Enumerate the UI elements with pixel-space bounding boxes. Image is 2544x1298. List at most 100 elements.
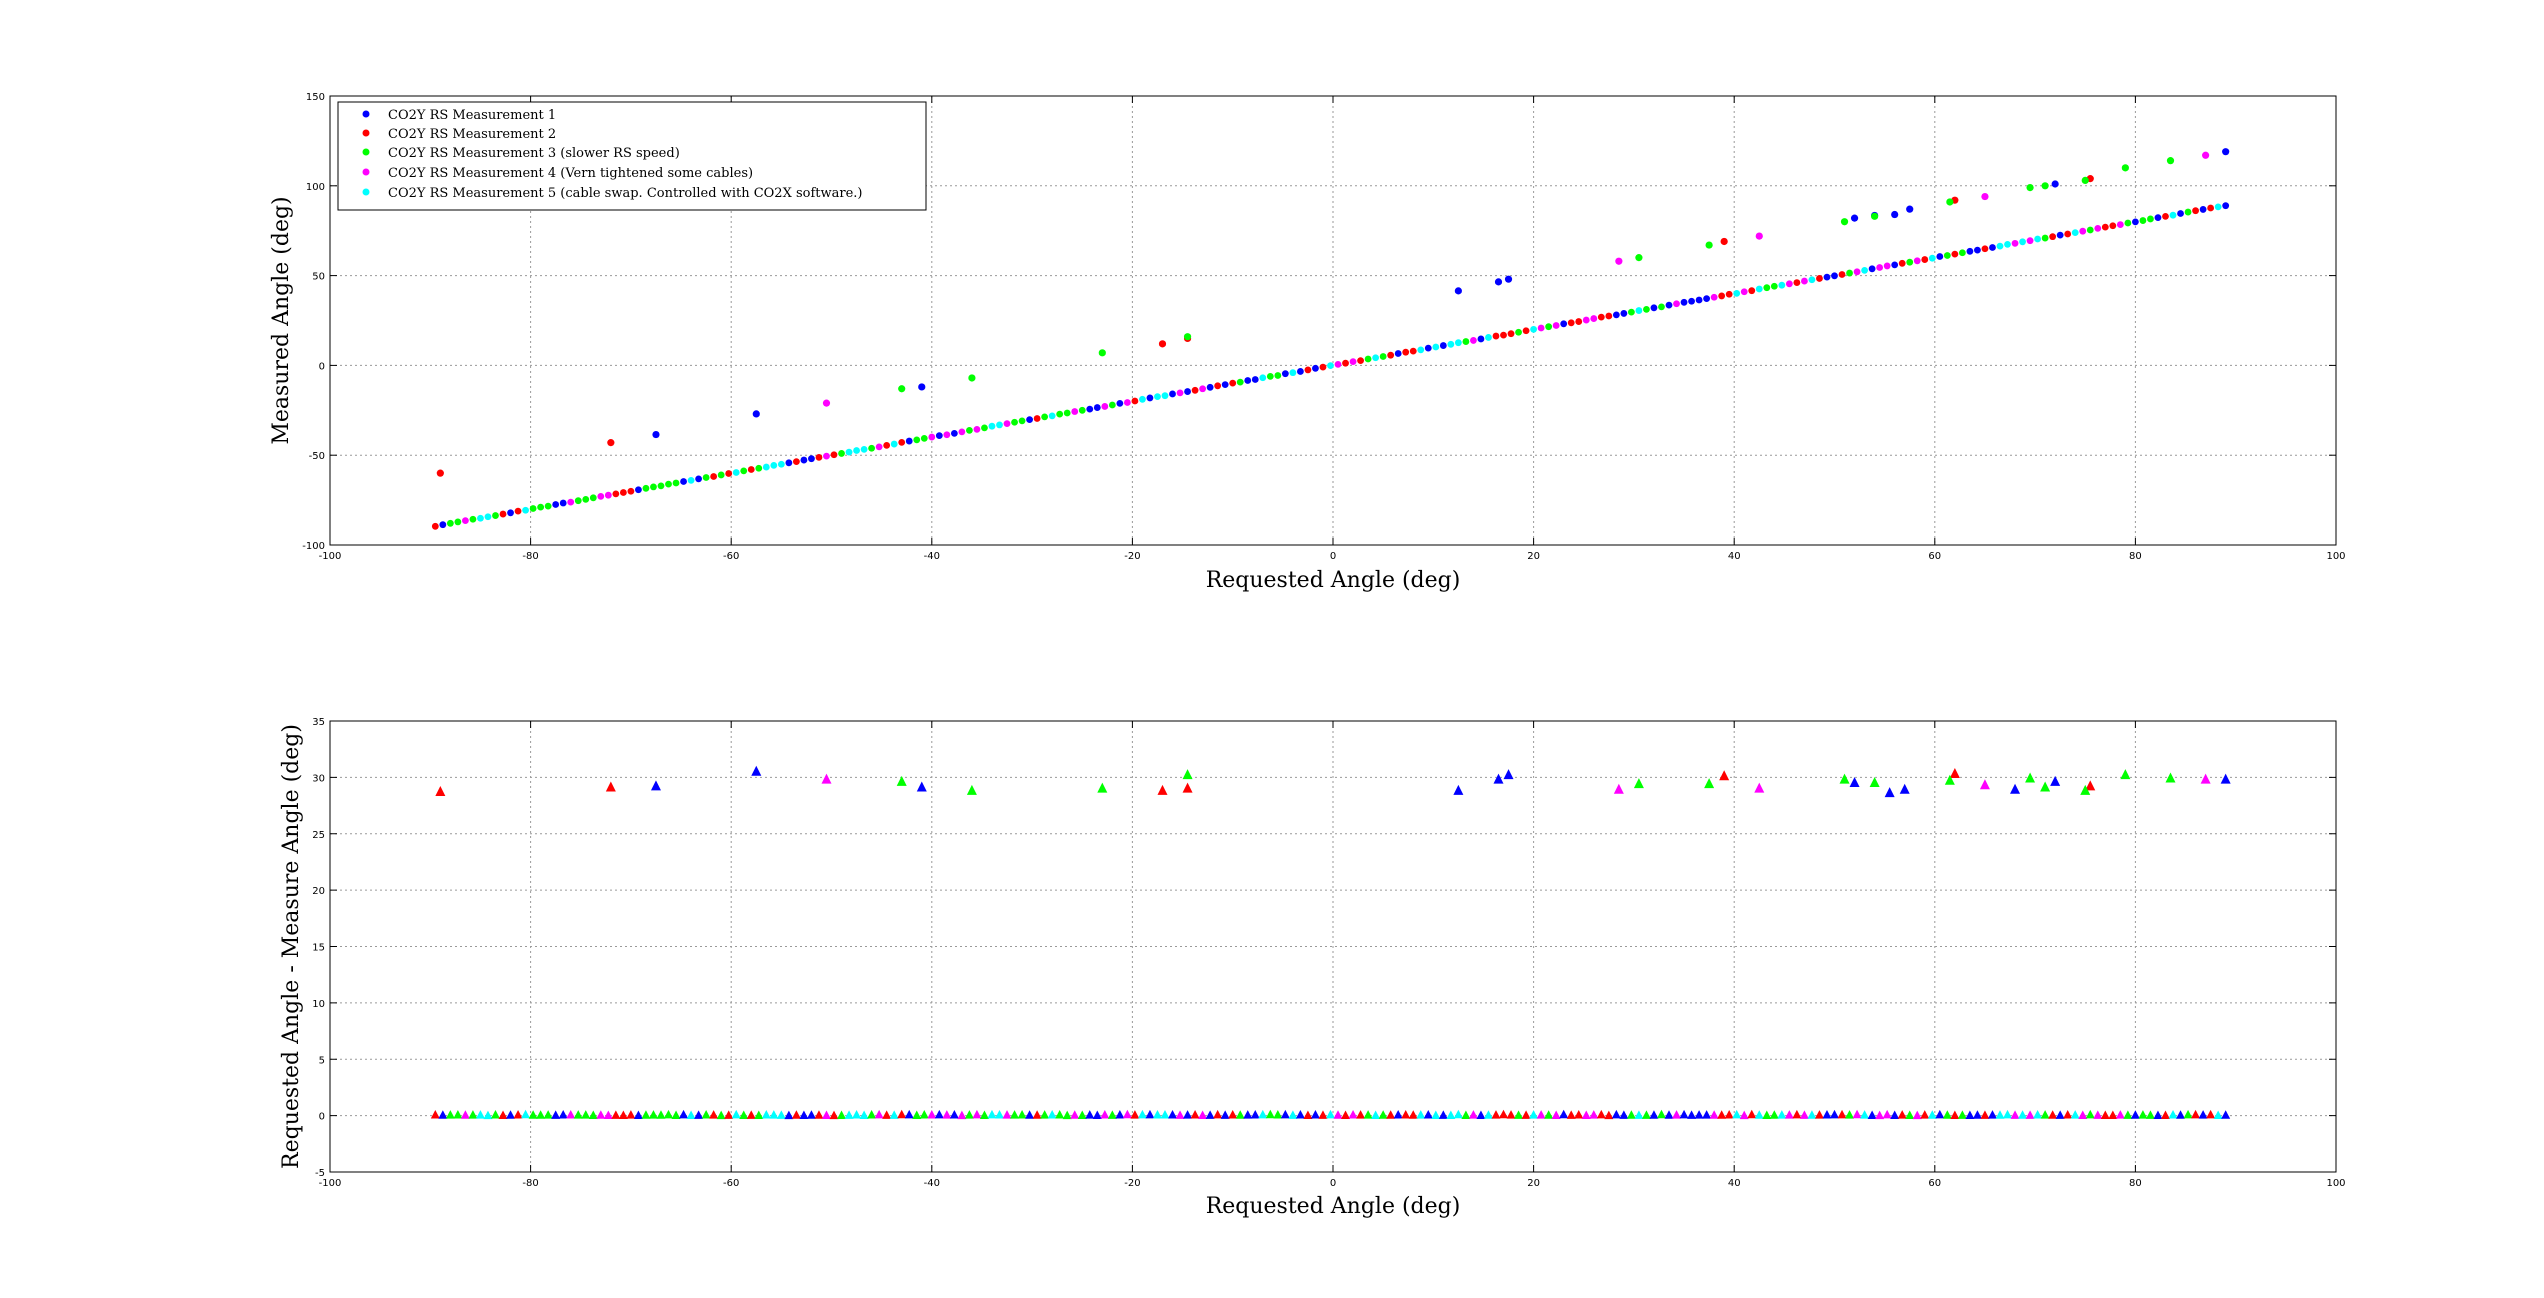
measured-angle-baseline-point: [1680, 298, 1688, 306]
angle-error-baseline-point: [1784, 1110, 1794, 1119]
angle-error-baseline-point: [641, 1110, 651, 1119]
angle-error-series-2-point: [1719, 770, 1730, 781]
measured-angle-baseline-point: [1169, 390, 1176, 398]
measured-angle-baseline-point: [2019, 238, 2026, 246]
measured-angle-baseline-point: [1357, 357, 1364, 365]
angle-error-baseline-point: [1980, 1110, 1990, 1119]
measured-angle-baseline-point: [1078, 406, 1086, 414]
angle-error-baseline-point: [1130, 1110, 1140, 1119]
angle-error-series-1-point: [1453, 784, 1464, 795]
angle-error-baseline-point: [2206, 1109, 2216, 1119]
measured-angle-baseline-point: [1597, 313, 1605, 321]
angle-error-baseline-point: [1807, 1110, 1817, 1119]
angle-error-baseline-point: [694, 1110, 704, 1119]
angle-error-baseline-point: [1348, 1109, 1358, 1119]
angle-error-baseline-point: [1656, 1109, 1666, 1119]
angle-error-outlier-points: [435, 765, 2231, 798]
angle-error-baseline-point: [1830, 1109, 1839, 1119]
measured-angle-baseline-point: [1627, 308, 1635, 316]
measured-angle-baseline-point: [582, 495, 590, 503]
measured-angle-baseline-point: [1658, 303, 1665, 311]
angle-error-baseline-point: [1010, 1110, 1020, 1119]
angle-error-baseline-point: [1228, 1109, 1238, 1119]
angle-error-baseline-point: [1152, 1109, 1162, 1119]
measured-angle-baseline-point: [950, 429, 958, 437]
angle-error-baseline-point: [1581, 1110, 1591, 1120]
angle-error-series-1-point: [751, 765, 762, 776]
angle-error-baseline-point: [1641, 1110, 1651, 1119]
measured-angle-baseline-point: [1891, 261, 1899, 269]
measured-angle-tick-marks: [329, 95, 2337, 546]
angle-error-baseline-point: [2115, 1110, 2125, 1119]
angle-error-series-4-point: [1979, 779, 1990, 790]
angle-error-series-2-point: [1949, 767, 1960, 778]
angle-error-baseline-point: [912, 1110, 922, 1120]
angle-error-baseline-point: [2198, 1110, 2208, 1119]
measured-angle-baseline-point: [755, 464, 763, 472]
measured-angle-series-3-point: [2026, 183, 2034, 192]
angle-error-baseline-point: [2183, 1109, 2193, 1119]
angle-error-baseline-point: [1002, 1110, 1012, 1119]
measured-angle-baseline-point: [1725, 290, 1733, 298]
measured-angle-baseline-point: [1003, 420, 1011, 428]
measured-angle-baseline-point: [1071, 408, 1079, 415]
measured-angle-grid: [330, 96, 2336, 545]
legend-entry-series-3: CO2Y RS Measurement 3 (slower RS speed): [388, 146, 680, 161]
angle-error-baseline-point: [2055, 1110, 2065, 1119]
angle-error-baseline-point: [1408, 1110, 1418, 1119]
measured-angle-x-tick-label: -60: [723, 551, 739, 562]
measured-angle-baseline-point: [2184, 208, 2192, 216]
measured-angle-baseline-point: [1304, 366, 1312, 374]
angle-error-series-1-point: [1849, 777, 1860, 788]
angle-error-baseline-point: [904, 1109, 914, 1119]
measured-angle-baseline-point: [1116, 399, 1124, 407]
measured-angle-baseline-point: [1575, 318, 1583, 325]
measured-angle-baseline-point: [559, 499, 567, 507]
angle-error-baseline-point: [769, 1110, 779, 1119]
measured-angle-baseline-point: [792, 458, 800, 465]
angle-error-baseline-point: [2168, 1109, 2178, 1119]
legend-entry-series-1: CO2Y RS Measurement 1: [388, 108, 556, 123]
angle-error-baseline-point: [1664, 1110, 1674, 1119]
measured-angle-baseline-point: [477, 514, 484, 522]
angle-error-x-tick-label: -60: [723, 1178, 739, 1189]
measured-angle-baseline-point: [1319, 363, 1327, 371]
angle-error-baseline-point: [521, 1109, 531, 1119]
legend-marker-series-4: [362, 168, 370, 176]
measured-angle-baseline-point: [1883, 262, 1891, 270]
angle-error-baseline-point: [1574, 1110, 1584, 1119]
angle-error-baseline-point: [2093, 1110, 2103, 1119]
measured-angle-baseline-point: [1342, 359, 1349, 367]
angle-error-baseline-point: [1514, 1110, 1524, 1119]
angle-error-baseline-point: [2191, 1109, 2201, 1119]
angle-error-baseline-point: [1198, 1110, 1208, 1120]
measured-angle-baseline-point: [680, 478, 687, 485]
measured-angle-baseline-point: [612, 490, 620, 498]
angle-error-baseline-point: [1852, 1109, 1862, 1119]
measured-angle-x-tick-label: -40: [924, 551, 940, 562]
angle-error-baseline-point: [1085, 1110, 1095, 1119]
measured-angle-baseline-point: [1507, 330, 1515, 338]
measured-angle-baseline-point: [1770, 282, 1778, 290]
angle-error-baseline-point: [460, 1110, 470, 1119]
measured-angle-baseline-point: [1274, 372, 1282, 379]
measured-angle-baseline-point: [860, 446, 868, 453]
angle-error-series-3-point: [2080, 784, 2091, 795]
measured-angle-baseline-point: [492, 512, 499, 519]
measured-angle-baseline-point: [800, 456, 808, 464]
measured-angle-series-3-point: [2041, 182, 2049, 190]
angle-error-baseline-point: [1325, 1109, 1335, 1119]
angle-error-baseline-point: [1438, 1110, 1448, 1119]
angle-error-baseline-point: [1679, 1109, 1689, 1119]
measured-angle-baseline-point: [1951, 250, 1959, 258]
angle-error-x-tick-label: -80: [522, 1178, 538, 1189]
legend-entry-series-2: CO2Y RS Measurement 2: [388, 127, 556, 142]
measured-angle-baseline-point: [1349, 358, 1357, 365]
angle-error-baseline-point: [942, 1110, 952, 1119]
measured-angle-baseline-point: [1635, 307, 1643, 314]
angle-error-baseline-point: [1814, 1110, 1824, 1119]
angle-error-series-3-point: [2120, 769, 2131, 780]
angle-error-y-tick-label: 15: [312, 943, 325, 954]
angle-error-baseline-point: [897, 1109, 907, 1119]
